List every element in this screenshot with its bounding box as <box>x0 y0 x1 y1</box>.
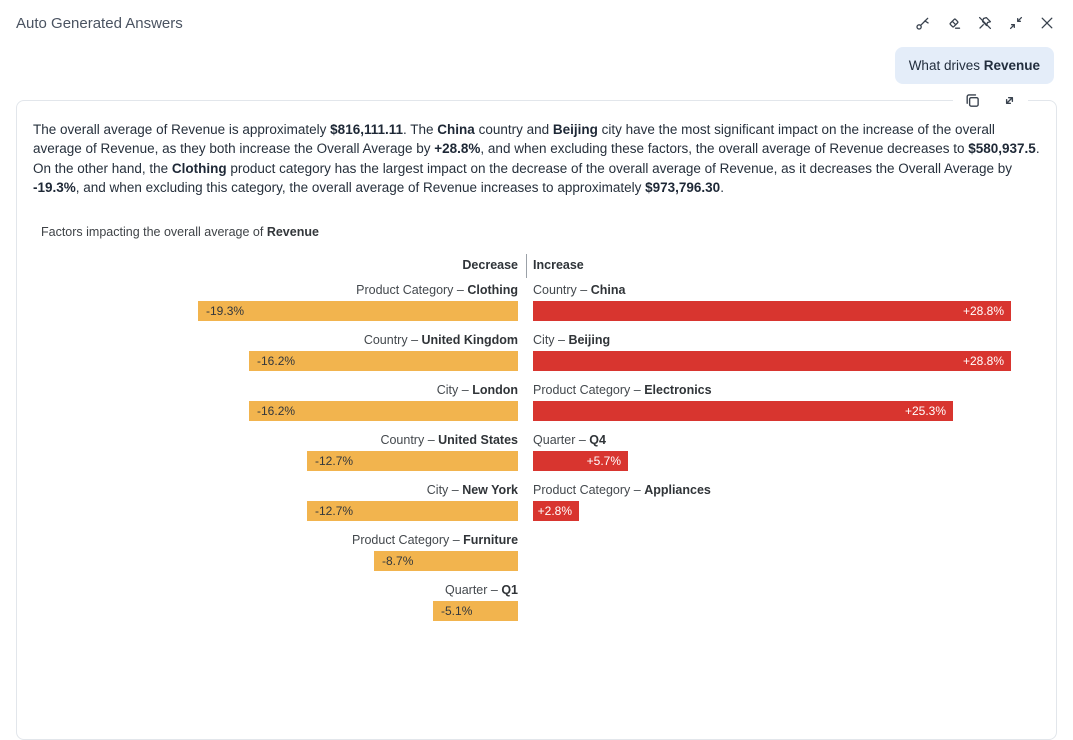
decrease-bar[interactable]: -12.7% <box>307 500 519 521</box>
decrease-bar[interactable]: -16.2% <box>249 400 519 421</box>
increase-bar[interactable]: +28.8% <box>533 350 1012 371</box>
increase-cell: Quarter – Q4 +5.7% <box>533 433 1032 471</box>
unpin-icon[interactable] <box>975 13 995 33</box>
decrease-cell: Product Category – Clothing -19.3% <box>41 282 519 321</box>
eraser-icon[interactable] <box>944 13 964 33</box>
decrease-bar[interactable]: -12.7% <box>307 450 519 471</box>
increase-cell: City – Beijing +28.8% <box>533 333 1032 371</box>
chart-row: Country – United States -12.7% Quarter – Q… <box>41 433 1032 471</box>
bar-label: Quarter – Q4 <box>533 432 606 447</box>
answer-card: The overall average of Revenue is approx… <box>16 90 1057 740</box>
decrease-cell: Quarter – Q1 -5.1% <box>41 582 519 621</box>
factors-chart: Factors impacting the overall average of… <box>41 225 1032 621</box>
decrease-cell: City – London -16.2% <box>41 382 519 421</box>
header-divider <box>526 253 527 278</box>
top-bar-actions <box>913 13 1057 33</box>
increase-bar[interactable]: +5.7% <box>533 450 629 471</box>
bar-label: Country – United States <box>380 432 519 447</box>
bar-label: City – New York <box>426 482 519 497</box>
chart-headers: Decrease Increase <box>41 253 1032 278</box>
chart-row: City – London -16.2% Product Category – El… <box>41 383 1032 421</box>
increase-cell <box>533 583 1032 621</box>
increase-header: Increase <box>533 257 584 272</box>
increase-cell: Product Category – Appliances +2.8% <box>533 483 1032 521</box>
question-term: Revenue <box>983 58 1040 73</box>
decrease-bar[interactable]: -8.7% <box>374 550 519 571</box>
increase-bar[interactable]: +2.8% <box>533 500 580 521</box>
bar-label: Country – China <box>533 282 626 297</box>
collapse-icon[interactable] <box>1006 13 1026 33</box>
decrease-cell: City – New York -12.7% <box>41 482 519 521</box>
bar-label: Product Category – Clothing <box>356 282 519 297</box>
bar-label: Product Category – Furniture <box>351 532 519 547</box>
increase-bar[interactable]: +28.8% <box>533 300 1012 321</box>
question-text: What drives <box>908 58 984 73</box>
page-title: Auto Generated Answers <box>16 14 183 32</box>
chart-rows: Product Category – Clothing -19.3% Country… <box>41 283 1032 621</box>
chart-row: Quarter – Q1 -5.1% <box>41 583 1032 621</box>
close-icon[interactable] <box>1037 13 1057 33</box>
chart-row: City – New York -12.7% Product Category – … <box>41 483 1032 521</box>
chart-row: Product Category – Clothing -19.3% Country… <box>41 283 1032 321</box>
question-chip: What drives Revenue <box>894 47 1054 84</box>
bar-label: Product Category – Electronics <box>533 382 712 397</box>
decrease-bar[interactable]: -5.1% <box>433 600 519 621</box>
decrease-header: Decrease <box>462 257 519 272</box>
bar-label: Product Category – Appliances <box>533 482 711 497</box>
answer-text: The overall average of Revenue is approx… <box>33 122 1040 196</box>
decrease-bar[interactable]: -16.2% <box>249 350 519 371</box>
increase-cell: Country – China +28.8% <box>533 283 1032 321</box>
expand-icon[interactable] <box>999 90 1019 110</box>
chart-title: Factors impacting the overall average of… <box>41 224 319 239</box>
decrease-cell: Product Category – Furniture -8.7% <box>41 532 519 571</box>
decrease-cell: Country – United Kingdom -16.2% <box>41 332 519 371</box>
answer-card-actions <box>953 90 1028 110</box>
increase-bar[interactable]: +25.3% <box>533 400 954 421</box>
wand-icon[interactable] <box>913 13 933 33</box>
top-bar: Auto Generated Answers <box>0 0 1073 46</box>
increase-cell: Product Category – Electronics +25.3% <box>533 383 1032 421</box>
bar-label: Country – United Kingdom <box>363 332 519 347</box>
decrease-cell: Country – United States -12.7% <box>41 432 519 471</box>
bar-label: City – London <box>436 382 519 397</box>
bar-label: Quarter – Q1 <box>445 582 519 597</box>
chart-row: Product Category – Furniture -8.7% <box>41 533 1032 571</box>
increase-cell <box>533 533 1032 571</box>
chart-row: Country – United Kingdom -16.2% City – Bei… <box>41 333 1032 371</box>
copy-icon[interactable] <box>962 90 982 110</box>
bar-label: City – Beijing <box>533 332 611 347</box>
decrease-bar[interactable]: -19.3% <box>198 300 519 321</box>
